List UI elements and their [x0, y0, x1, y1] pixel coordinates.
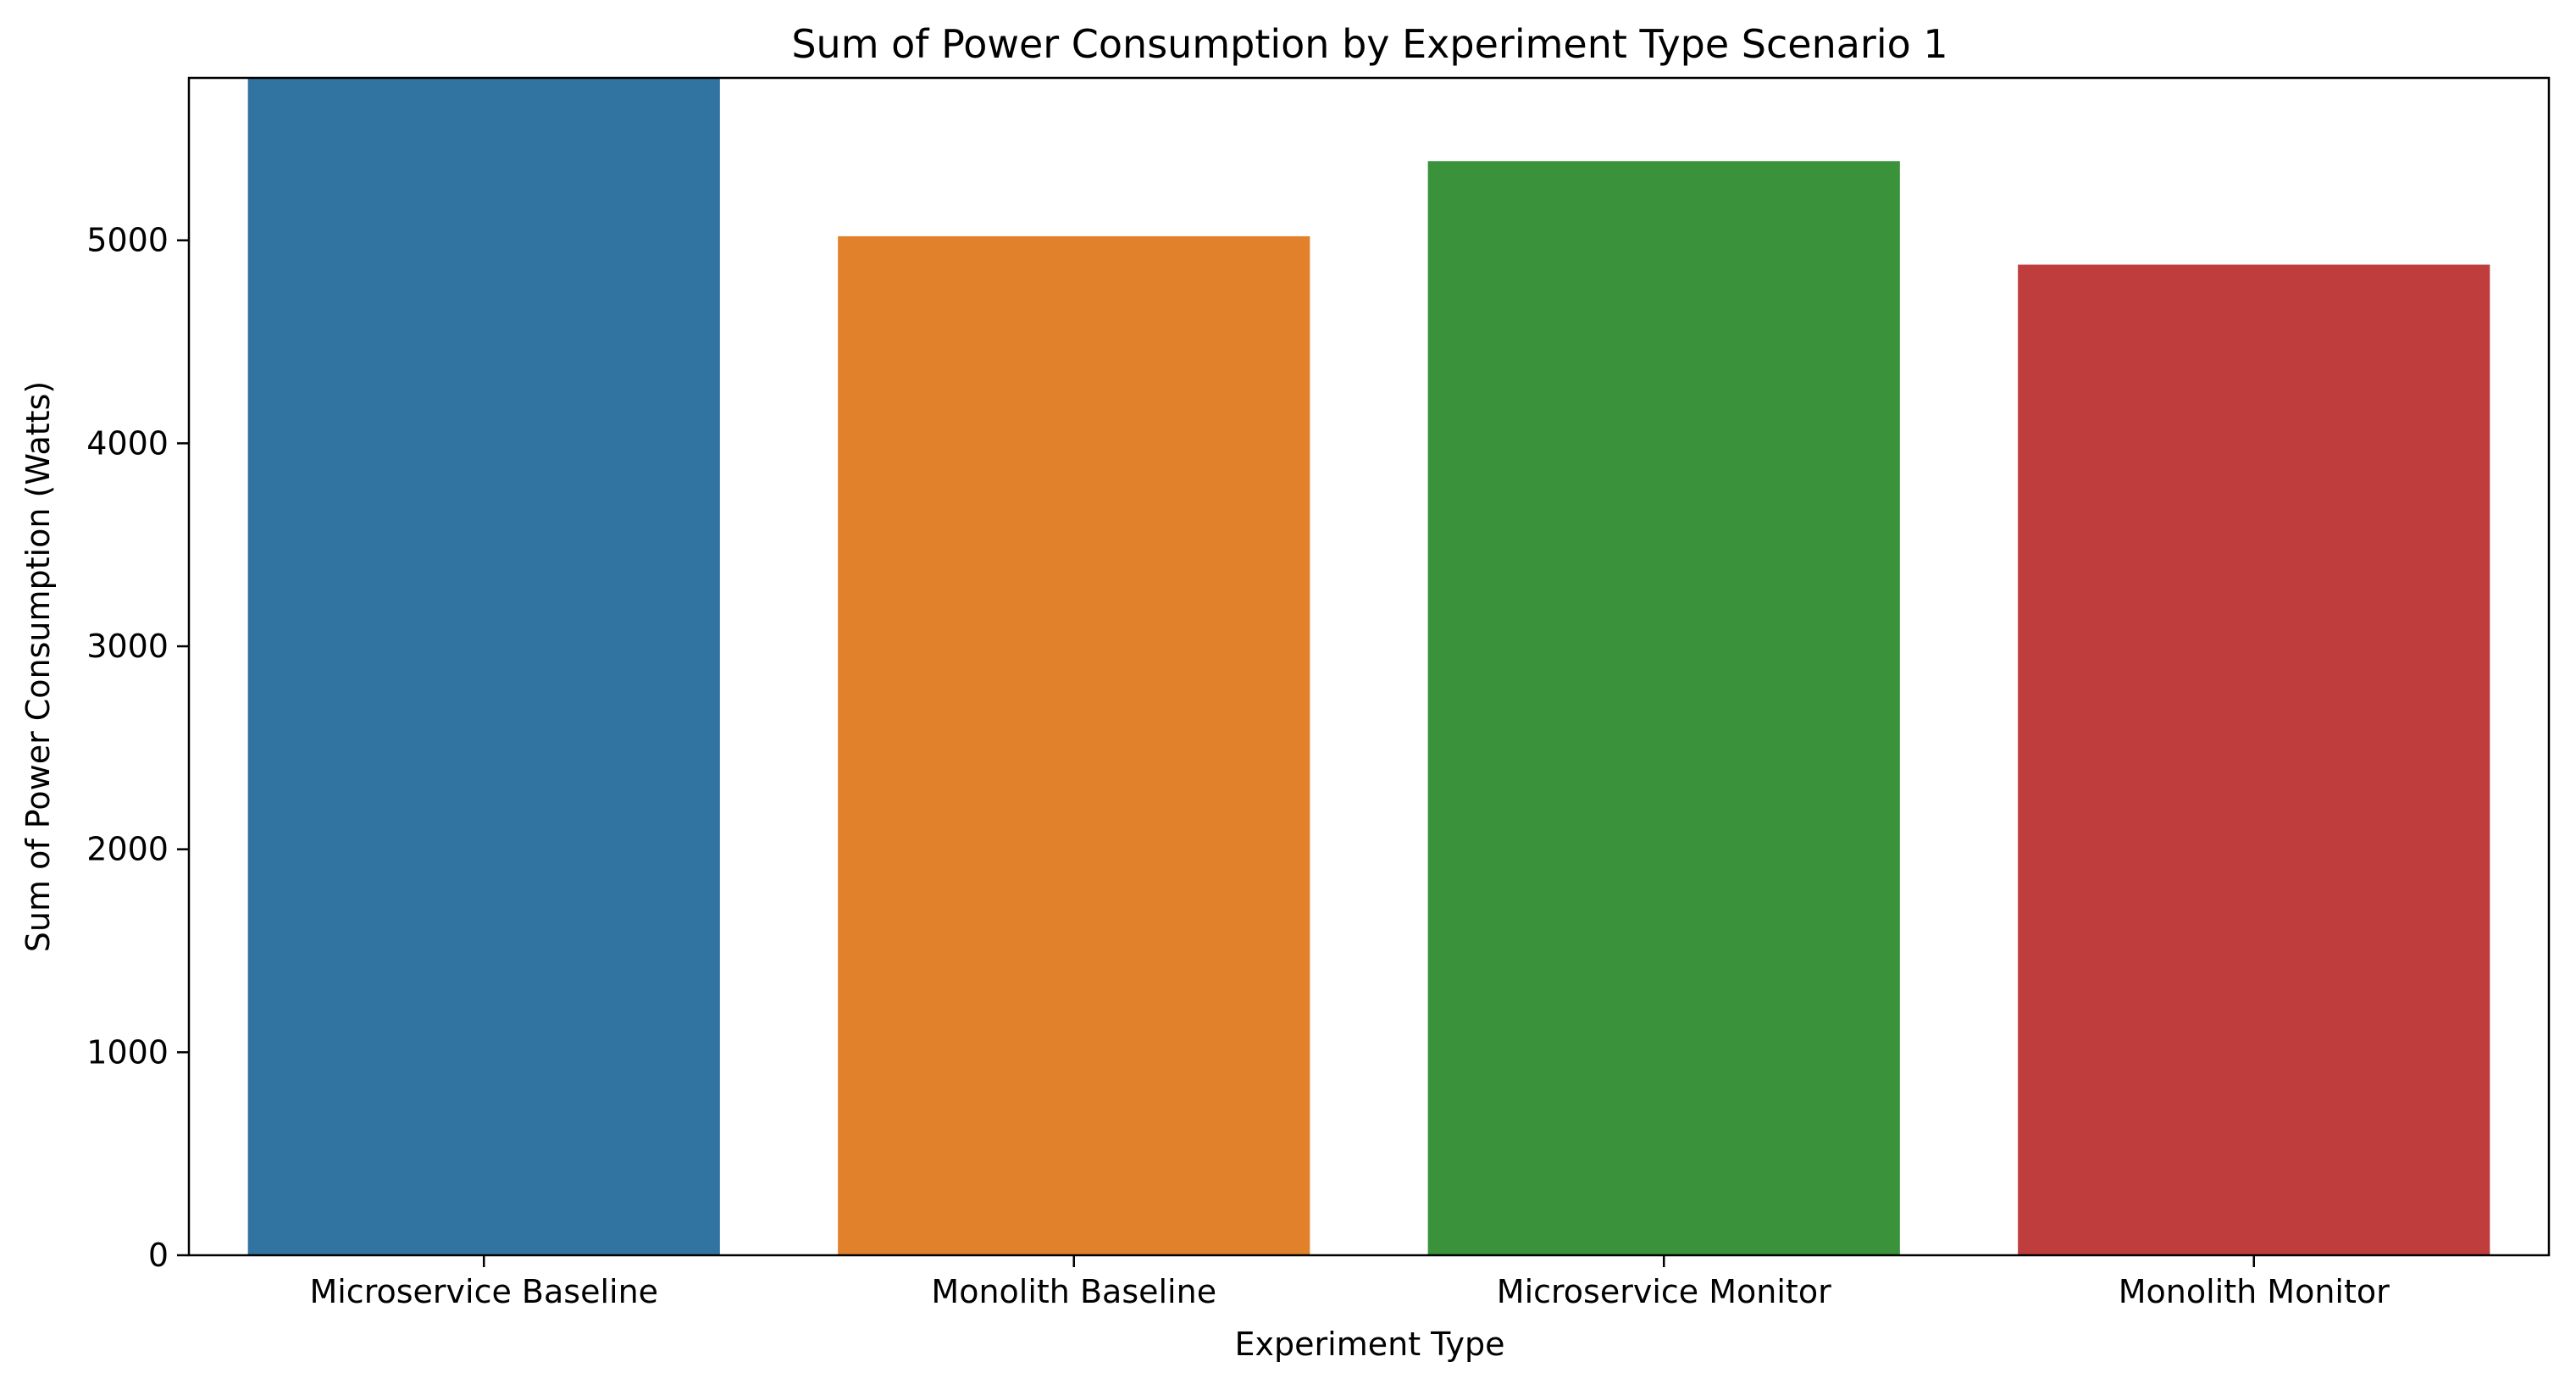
chart-title: Sum of Power Consumption by Experiment T… [791, 21, 1947, 67]
x-axis-label: Experiment Type [1235, 1326, 1505, 1363]
y-axis-label: Sum of Power Consumption (Watts) [19, 381, 57, 952]
y-tick-label: 4000 [86, 424, 169, 462]
y-axis-ticks: 0 1000 2000 3000 4000 5000 [86, 222, 189, 1274]
x-tick-label: Microservice Monitor [1497, 1273, 1831, 1310]
y-tick-label: 2000 [86, 831, 169, 868]
bar-microservice-monitor [1427, 161, 1900, 1255]
x-tick-label: Monolith Monitor [2119, 1273, 2390, 1310]
y-tick-label: 0 [148, 1237, 169, 1274]
y-tick-label: 1000 [86, 1033, 169, 1071]
y-tick-label: 3000 [86, 628, 169, 665]
x-tick-label: Microservice Baseline [309, 1273, 658, 1310]
y-tick-label: 5000 [86, 222, 169, 259]
x-tick-label: Monolith Baseline [931, 1273, 1216, 1310]
bar-microservice-baseline [247, 78, 720, 1255]
bar-monolith-monitor [2018, 264, 2490, 1255]
plot-frame [187, 76, 2551, 1257]
bar-monolith-baseline [838, 235, 1310, 1255]
bars-group [247, 78, 2490, 1255]
x-axis-ticks: Microservice Baseline Monolith Baseline Mi… [309, 1255, 2390, 1310]
